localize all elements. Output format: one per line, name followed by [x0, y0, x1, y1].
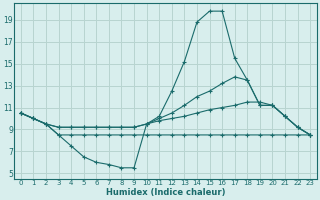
X-axis label: Humidex (Indice chaleur): Humidex (Indice chaleur) [106, 188, 225, 197]
